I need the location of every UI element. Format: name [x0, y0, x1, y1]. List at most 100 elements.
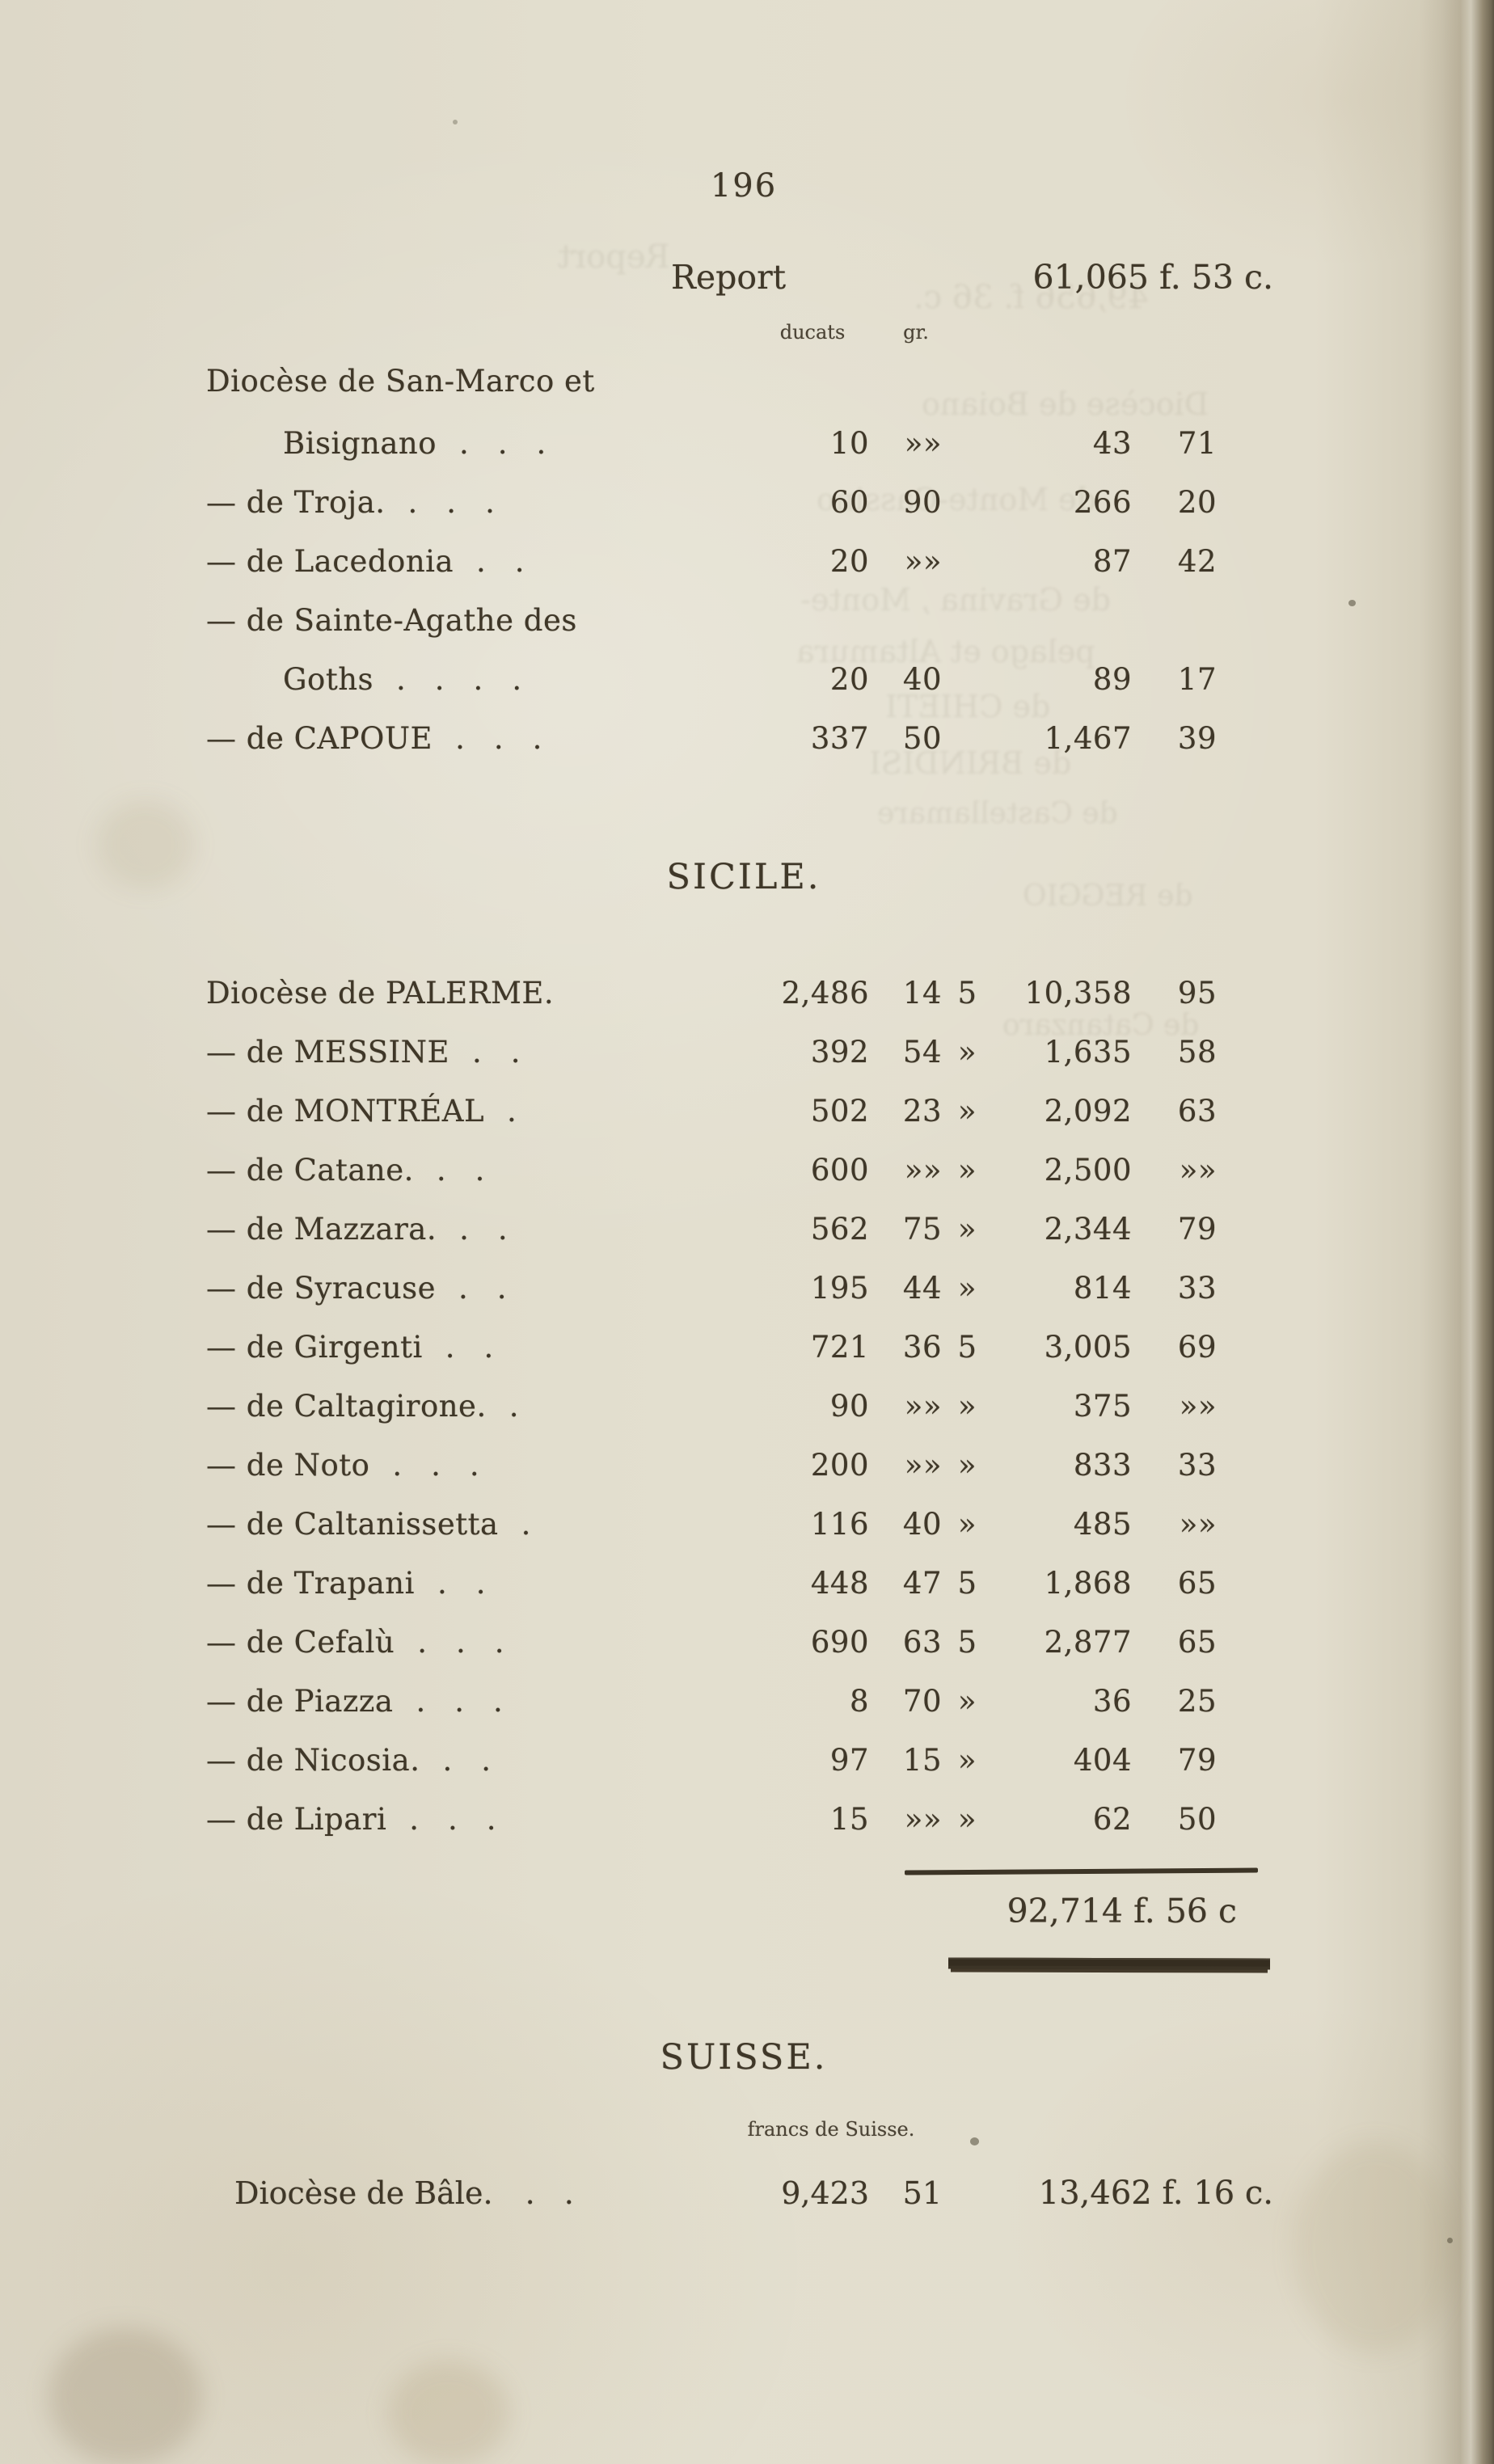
table-row: Diocèse de San-Marco et [206, 356, 1217, 406]
table-row: — de Lacedonia.. 20 »» 87 42 [206, 536, 1217, 586]
ducats-value: 562 [810, 1211, 869, 1247]
diocese-name: — de MONTRÉAL [206, 1093, 485, 1129]
dot-leader: .. [459, 1211, 537, 1247]
sicily-grand-total: 92,714 f. 56 c [1007, 1892, 1237, 1930]
report-label: Report [671, 258, 787, 297]
francs-value: 87 [1092, 543, 1132, 579]
grains-value: 70 [902, 1683, 942, 1719]
grains-value: »» [904, 543, 942, 579]
francs-value: 1,635 [1044, 1034, 1132, 1070]
ducats-value: 200 [810, 1447, 869, 1483]
dot-leader: .. [476, 543, 554, 579]
table-row: — de Piazza... 8 70 » 36 25 [206, 1676, 1217, 1726]
table-row: — de Catane... 600»»» 2,500»» [206, 1145, 1217, 1195]
francs-value: 2,500 [1044, 1152, 1132, 1188]
extra-value: » [957, 1683, 977, 1719]
diocese-label: — de Mazzara... [206, 1212, 715, 1247]
centimes-value: 69 [1177, 1329, 1217, 1365]
centimes-value: 71 [1177, 425, 1217, 461]
extra-value: 5 [957, 1565, 977, 1601]
report-line: Report 61,065 f. 53 c. [206, 252, 1273, 302]
francs-value: 3,005 [1044, 1329, 1132, 1365]
diocese-name: — de Trapani [206, 1565, 415, 1601]
diocese-label: Diocèse de Bâle. .. [206, 2175, 715, 2211]
bale-total: 13,462 f. 16 c. [1038, 2175, 1273, 2212]
grains-value: »» [904, 1152, 942, 1188]
centimes-value: 39 [1177, 720, 1217, 756]
ducats-value: 10 [829, 425, 869, 461]
table-row: — de MONTRÉAL. 502 23 » 2,092 63 [206, 1086, 1217, 1136]
paper-stain [388, 2361, 509, 2464]
diocese-label: — de Sainte-Agathe des [206, 603, 715, 638]
francs-value: 62 [1092, 1801, 1132, 1837]
dot-leader: . [507, 1093, 546, 1129]
centimes-value: 63 [1177, 1093, 1217, 1129]
diocese-name: Diocèse de Bâle. [234, 2175, 493, 2211]
ducats-value: 90 [829, 1388, 869, 1424]
table-row: — de Troja.... 60 90 266 20 [206, 477, 1217, 527]
table-row: — de Trapani.. 448 47 5 1,868 65 [206, 1558, 1217, 1608]
ducats-value: 15 [829, 1801, 869, 1837]
ducats-value: 8 [849, 1683, 869, 1719]
table-row-bale: Diocèse de Bâle. .. 9,423 51 13,462 f. 1… [206, 2168, 1273, 2218]
diocese-label: — de Troja.... [206, 485, 715, 520]
dot-leader: ... [417, 1624, 534, 1660]
diocese-label: — de MESSINE.. [206, 1035, 715, 1070]
diocese-label: — de Lipari... [206, 1802, 715, 1837]
diocese-label: — de Nicosia... [206, 1743, 715, 1778]
diocese-name: — de Nicosia. [206, 1742, 420, 1778]
grains-value: »» [904, 1388, 942, 1424]
table-row: — de Caltagirone.. 90»»» 375»» [206, 1381, 1217, 1431]
extra-value: 5 [957, 1624, 977, 1660]
table-row: — de Nicosia... 97 15 » 404 79 [206, 1735, 1217, 1785]
diocese-label: Diocèse de San-Marco et [206, 364, 715, 399]
grains-value: 54 [902, 1034, 942, 1070]
table-row: — de Noto... 200»»» 833 33 [206, 1440, 1217, 1490]
table-row: — de Cefalù... 690 63 5 2,877 65 [206, 1617, 1217, 1667]
grains-value: 44 [902, 1270, 942, 1306]
table-row: Goths.... 20 40 89 17 [206, 654, 1217, 704]
table-row: — de MESSINE.. 392 54 » 1,635 58 [206, 1027, 1217, 1077]
table-row: — de Caltanissetta. 116 40 » 485 »» [206, 1499, 1217, 1549]
diocese-name: — de Troja. [206, 484, 386, 520]
grains-value: 40 [902, 661, 942, 697]
extra-value: » [957, 1388, 977, 1424]
centimes-value: 17 [1177, 661, 1217, 697]
dot-leader: . [521, 1506, 560, 1542]
centimes-value: 42 [1177, 543, 1217, 579]
diocese-name: — de Cefalù [206, 1624, 395, 1660]
dot-leader: ... [455, 720, 572, 756]
dot-leader: ... [416, 1683, 532, 1719]
grains-value: 47 [902, 1565, 942, 1601]
francs-value: 36 [1092, 1683, 1132, 1719]
centimes-value: 65 [1177, 1565, 1217, 1601]
diocese-label: — de MONTRÉAL. [206, 1094, 715, 1129]
centimes-value: 20 [1177, 484, 1217, 520]
extra-value: » [957, 1506, 977, 1542]
grains-value: 14 [902, 975, 942, 1010]
centimes-value: »» [1179, 1152, 1217, 1188]
extra-value: » [957, 1447, 977, 1483]
centimes-value: 25 [1177, 1683, 1217, 1719]
diocese-label: — de Noto... [206, 1448, 715, 1483]
francs-suisse-header: francs de Suisse. [747, 2118, 915, 2141]
diocese-name: Bisignano [283, 425, 437, 461]
francs-value: 833 [1073, 1447, 1132, 1483]
extra-value: » [957, 1093, 977, 1129]
francs-value: 485 [1073, 1506, 1132, 1542]
dot-leader: ... [409, 1801, 525, 1837]
ducats-value: 20 [829, 661, 869, 697]
extra-value: » [957, 1270, 977, 1306]
ducats-value: 195 [810, 1270, 869, 1306]
diocese-label: — de Trapani.. [206, 1566, 715, 1601]
grains-value: »» [904, 1447, 942, 1483]
table-row: — de Syracuse.. 195 44 » 814 33 [206, 1263, 1217, 1313]
page-edge-shadow [1442, 0, 1494, 2464]
diocese-name: — de Lipari [206, 1801, 387, 1837]
extra-value: 5 [957, 975, 977, 1010]
diocese-label: Goths.... [206, 662, 715, 697]
grains-column-header: gr. [903, 321, 929, 344]
extra-value: » [957, 1034, 977, 1070]
diocese-name: — de Mazzara. [206, 1211, 437, 1247]
